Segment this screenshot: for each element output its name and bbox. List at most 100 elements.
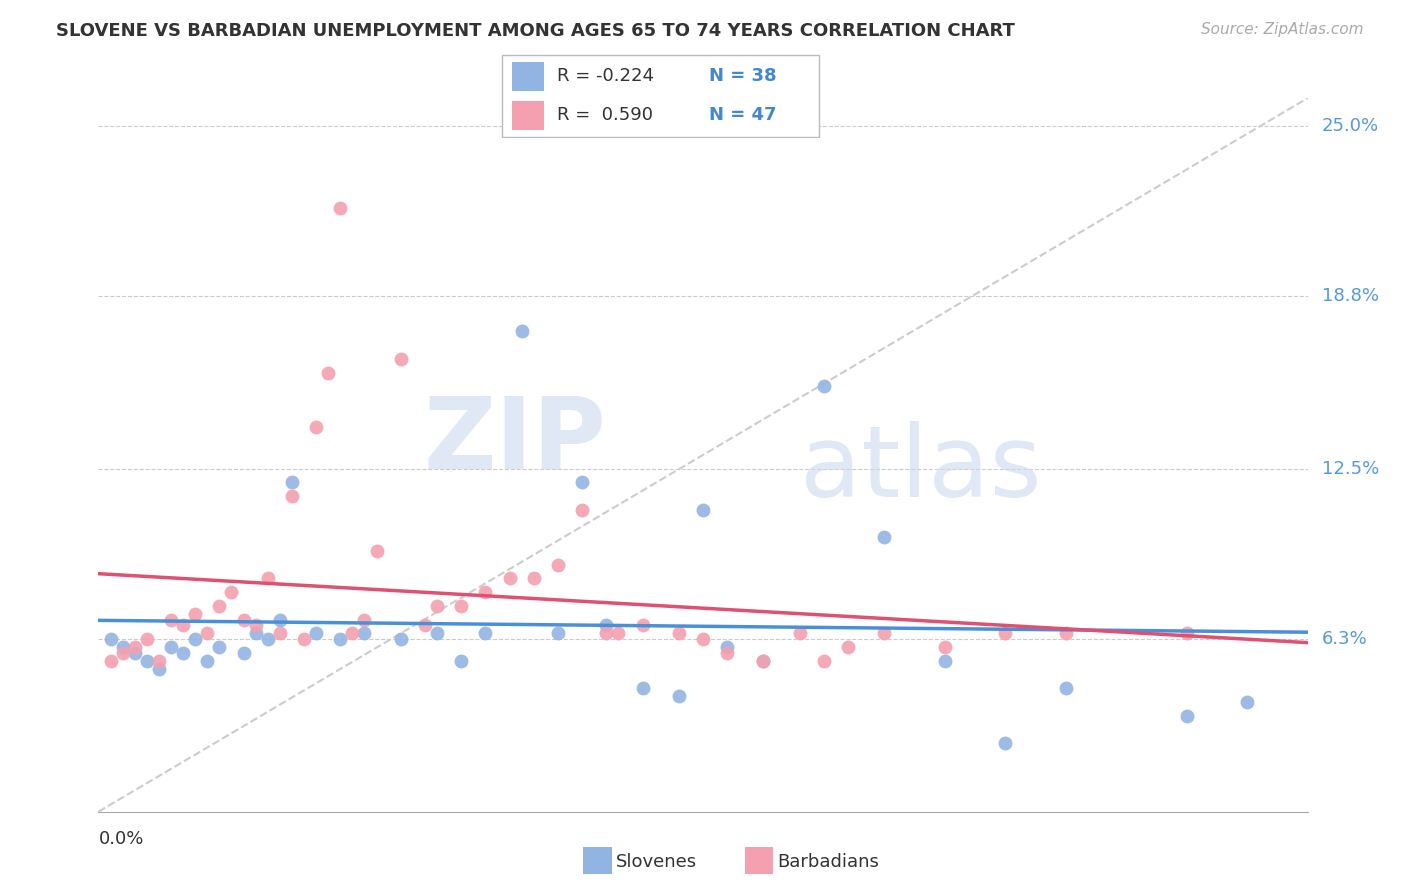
Text: R =  0.590: R = 0.590 — [557, 105, 654, 123]
Point — [221, 585, 243, 599]
Point — [752, 654, 775, 668]
Point — [873, 530, 896, 544]
Point — [389, 351, 412, 366]
Point — [353, 613, 375, 627]
Point — [571, 475, 593, 490]
Point — [813, 379, 835, 393]
Point — [547, 558, 569, 572]
Point — [160, 613, 183, 627]
Point — [631, 681, 654, 696]
Point — [208, 640, 231, 654]
Point — [281, 489, 304, 503]
Point — [474, 585, 496, 599]
Text: atlas: atlas — [800, 421, 1042, 517]
FancyBboxPatch shape — [502, 55, 820, 136]
Point — [281, 475, 304, 490]
Point — [292, 632, 315, 646]
Point — [789, 626, 811, 640]
Point — [245, 618, 267, 632]
Point — [111, 646, 134, 660]
Text: Source: ZipAtlas.com: Source: ZipAtlas.com — [1201, 22, 1364, 37]
Point — [172, 618, 194, 632]
Point — [160, 640, 183, 654]
Text: 12.5%: 12.5% — [1322, 459, 1379, 477]
Text: ZIP: ZIP — [423, 392, 606, 489]
Point — [1236, 695, 1258, 709]
Point — [1054, 626, 1077, 640]
Point — [595, 618, 617, 632]
Point — [305, 626, 328, 640]
Point — [607, 626, 630, 640]
Point — [195, 654, 218, 668]
Point — [752, 654, 775, 668]
Point — [934, 640, 956, 654]
Bar — [512, 62, 544, 91]
Point — [716, 640, 738, 654]
Point — [1175, 626, 1198, 640]
Point — [184, 607, 207, 621]
Point — [256, 632, 278, 646]
Point — [124, 640, 146, 654]
Point — [269, 613, 291, 627]
Point — [342, 626, 364, 640]
Text: N = 38: N = 38 — [710, 68, 778, 86]
Text: Slovenes: Slovenes — [616, 853, 697, 871]
Point — [934, 654, 956, 668]
Point — [232, 646, 254, 660]
Text: R = -0.224: R = -0.224 — [557, 68, 654, 86]
Point — [498, 571, 520, 585]
Text: SLOVENE VS BARBADIAN UNEMPLOYMENT AMONG AGES 65 TO 74 YEARS CORRELATION CHART: SLOVENE VS BARBADIAN UNEMPLOYMENT AMONG … — [56, 22, 1015, 40]
Point — [329, 201, 352, 215]
Point — [111, 640, 134, 654]
Point — [245, 626, 267, 640]
Point — [148, 654, 170, 668]
Point — [269, 626, 291, 640]
Point — [547, 626, 569, 640]
Point — [1175, 708, 1198, 723]
Text: N = 47: N = 47 — [710, 105, 778, 123]
Point — [148, 662, 170, 676]
Point — [305, 420, 328, 434]
Point — [595, 626, 617, 640]
Point — [426, 599, 449, 613]
Point — [172, 646, 194, 660]
Point — [124, 646, 146, 660]
Point — [450, 599, 472, 613]
Point — [100, 654, 122, 668]
Point — [389, 632, 412, 646]
Point — [631, 618, 654, 632]
Point — [571, 503, 593, 517]
Point — [668, 626, 690, 640]
Point — [692, 632, 714, 646]
Point — [510, 325, 533, 339]
Text: 6.3%: 6.3% — [1322, 630, 1368, 648]
Text: Barbadians: Barbadians — [778, 853, 879, 871]
Point — [873, 626, 896, 640]
Point — [100, 632, 122, 646]
Text: 25.0%: 25.0% — [1322, 117, 1379, 135]
Point — [232, 613, 254, 627]
Point — [994, 626, 1017, 640]
Point — [994, 736, 1017, 750]
Point — [450, 654, 472, 668]
Point — [1054, 681, 1077, 696]
Bar — [512, 101, 544, 130]
Point — [329, 632, 352, 646]
Point — [195, 626, 218, 640]
Point — [716, 646, 738, 660]
Point — [184, 632, 207, 646]
Point — [413, 618, 436, 632]
Point — [208, 599, 231, 613]
Point — [692, 503, 714, 517]
Point — [256, 571, 278, 585]
Point — [366, 544, 388, 558]
Text: 18.8%: 18.8% — [1322, 286, 1379, 305]
Point — [426, 626, 449, 640]
Point — [837, 640, 859, 654]
Text: 0.0%: 0.0% — [98, 830, 143, 847]
Point — [813, 654, 835, 668]
Point — [668, 690, 690, 704]
Point — [353, 626, 375, 640]
Point — [474, 626, 496, 640]
Point — [523, 571, 546, 585]
